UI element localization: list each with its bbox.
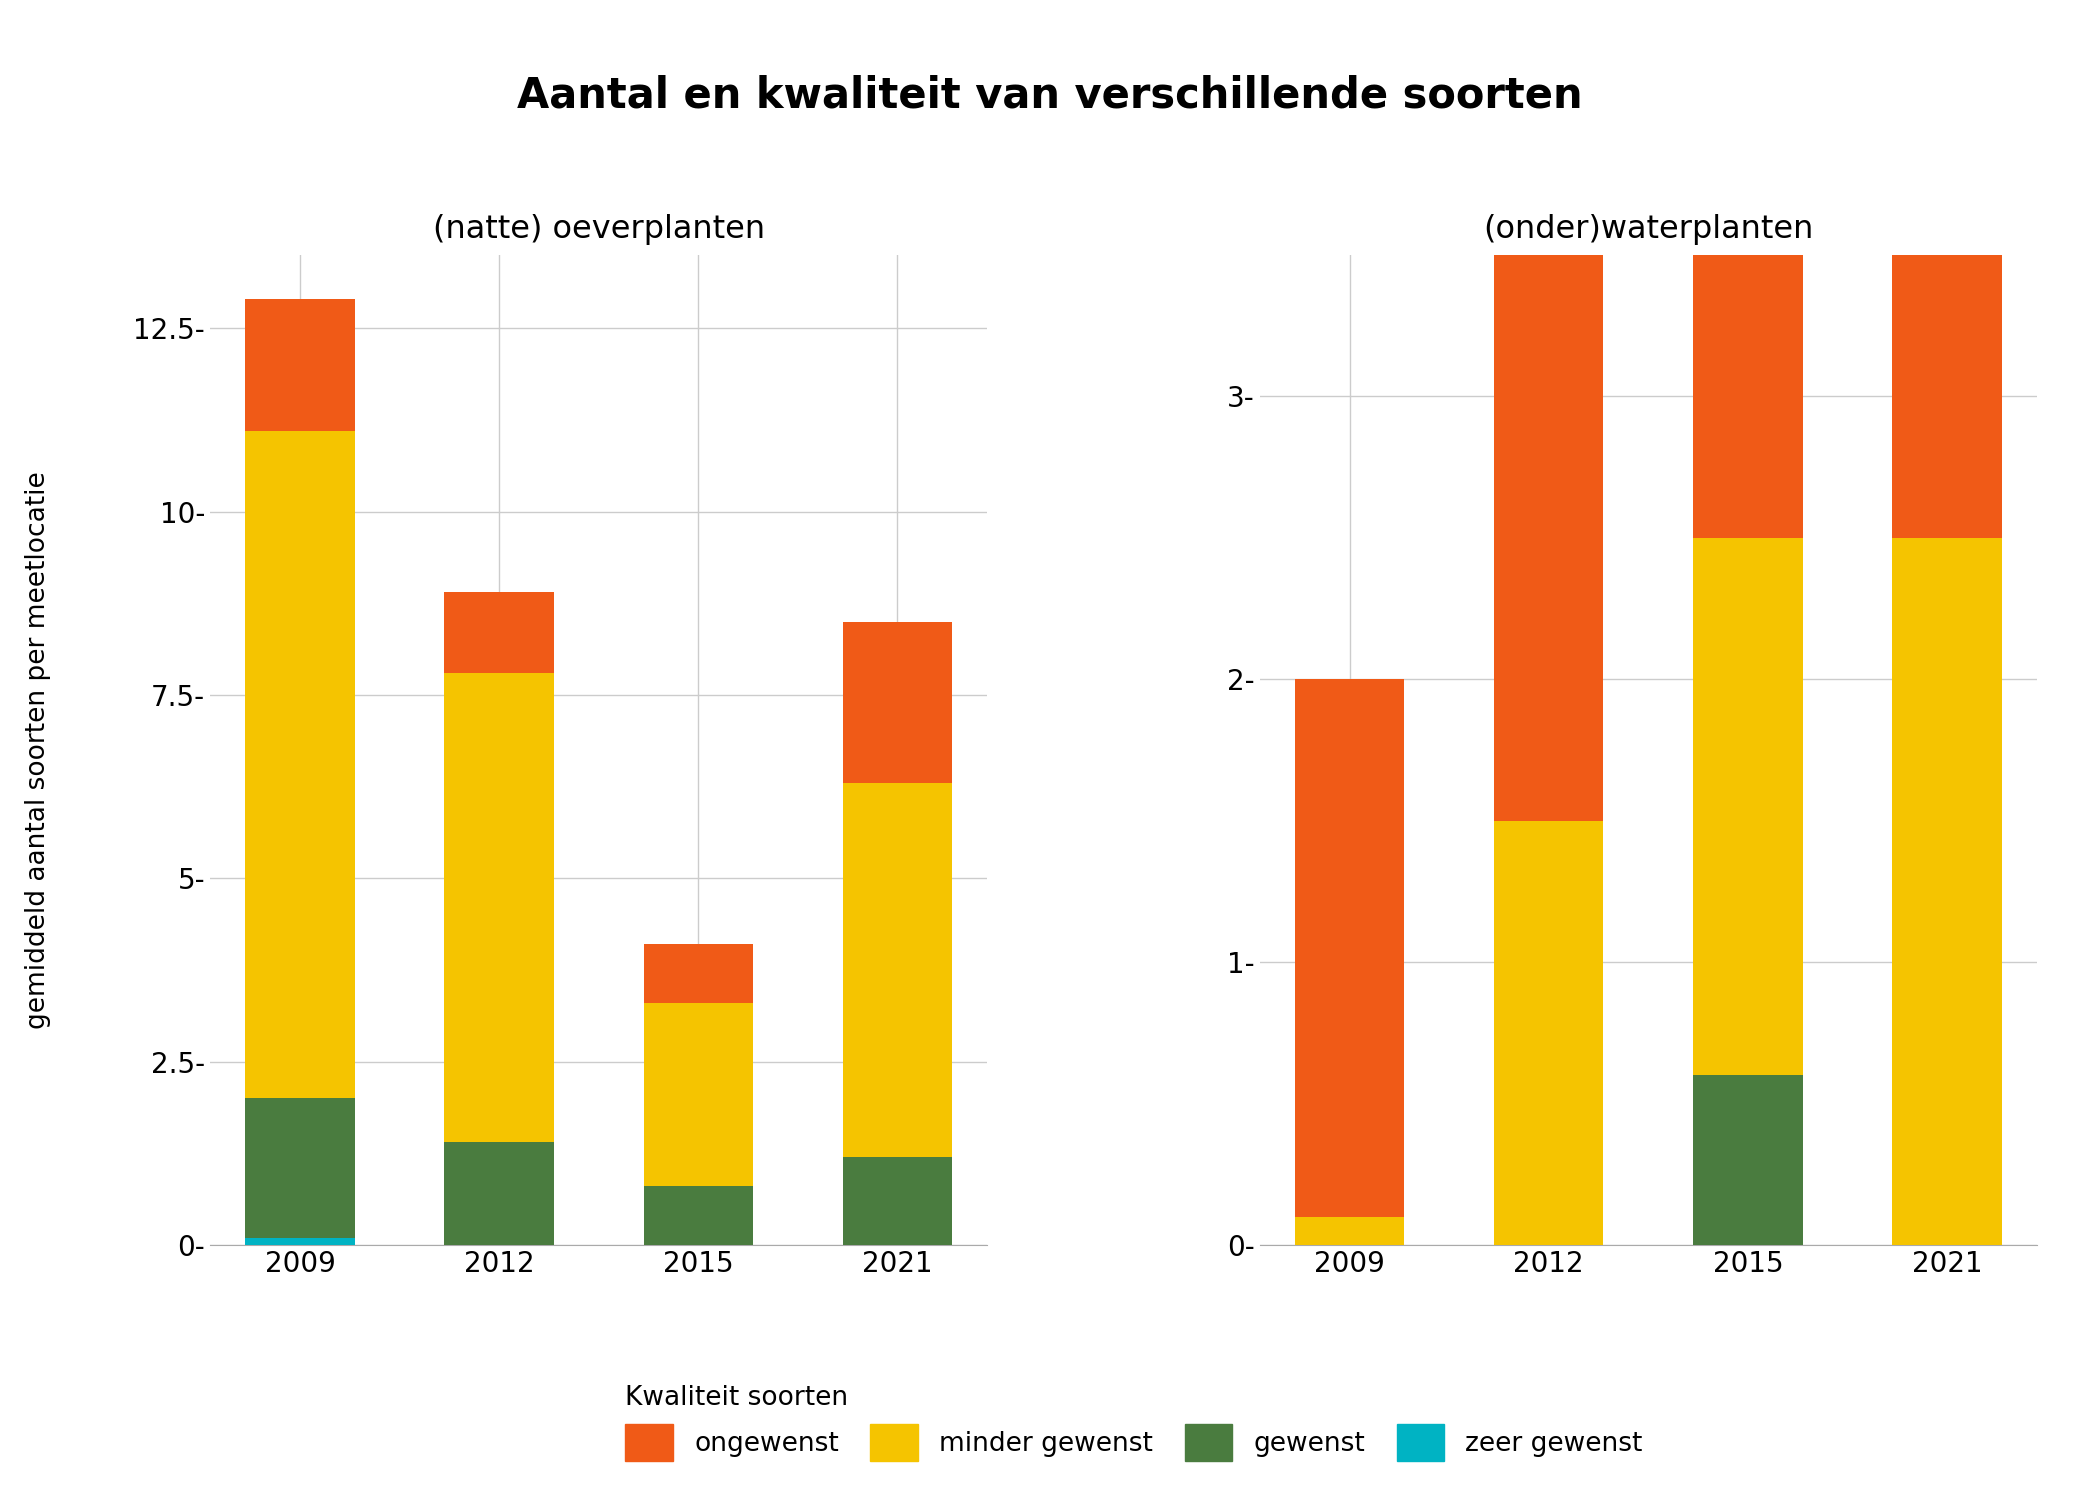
Bar [1296, 1216, 1405, 1245]
Bar [246, 430, 355, 1098]
Bar [1892, 0, 2001, 538]
Bar [1296, 680, 1405, 1216]
Text: Aantal en kwaliteit van verschillende soorten: Aantal en kwaliteit van verschillende so… [517, 75, 1583, 117]
Bar [842, 621, 951, 783]
Title: (natte) oeverplanten: (natte) oeverplanten [433, 214, 764, 246]
Bar [246, 1098, 355, 1238]
Bar [445, 592, 554, 674]
Bar [1693, 0, 1802, 538]
Bar [643, 1004, 754, 1186]
Bar [643, 1186, 754, 1245]
Bar [445, 674, 554, 1143]
Bar [842, 783, 951, 1156]
Bar [643, 945, 754, 1004]
Title: (onder)waterplanten: (onder)waterplanten [1483, 214, 1814, 246]
Bar [445, 1143, 554, 1245]
Bar [1493, 821, 1604, 1245]
Bar [246, 298, 355, 430]
Bar [1693, 1076, 1802, 1245]
Bar [842, 1156, 951, 1245]
Bar [1493, 0, 1604, 821]
Bar [1892, 538, 2001, 1245]
Legend: ongewenst, minder gewenst, gewenst, zeer gewenst: ongewenst, minder gewenst, gewenst, zeer… [615, 1374, 1653, 1472]
Text: gemiddeld aantal soorten per meetlocatie: gemiddeld aantal soorten per meetlocatie [25, 471, 50, 1029]
Bar [246, 1238, 355, 1245]
Bar [1693, 538, 1802, 1076]
